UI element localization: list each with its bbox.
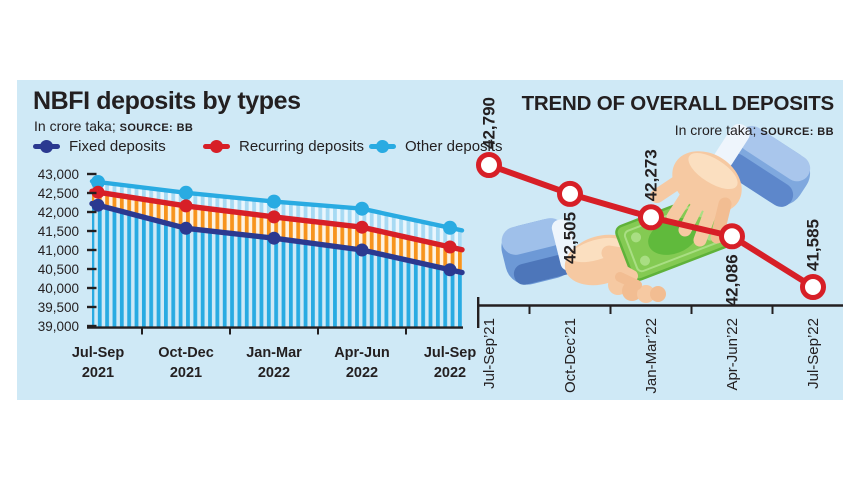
right-hand	[650, 151, 742, 247]
data-point-label: 41,585	[804, 219, 823, 271]
svg-text:Apr-Jun: Apr-Jun	[334, 345, 390, 361]
data-point-marker	[557, 180, 583, 207]
svg-text:39,000: 39,000	[38, 319, 79, 334]
legend-item-recurring-deposits: Recurring deposits	[203, 138, 364, 155]
legend-marker-fixed-icon	[33, 139, 60, 153]
svg-text:40,000: 40,000	[38, 281, 79, 296]
legend-item-other-deposits: Other deposits	[369, 138, 503, 155]
svg-text:41,500: 41,500	[38, 224, 79, 239]
hands-money-illustration	[501, 123, 811, 303]
svg-text:40,500: 40,500	[38, 262, 79, 277]
legend-label: Other deposits	[405, 138, 503, 155]
svg-text:Oct-Dec’21: Oct-Dec’21	[562, 318, 579, 393]
legend-label: Fixed deposits	[69, 138, 166, 155]
right-chart-title: TREND OF OVERALL DEPOSITS	[521, 92, 835, 115]
data-point-marker	[638, 204, 664, 231]
data-point-marker	[476, 152, 502, 178]
svg-text:2021: 2021	[170, 365, 202, 381]
svg-text:2022: 2022	[434, 365, 466, 381]
right-chart-source: SOURCE: BB	[760, 126, 834, 138]
left-chart-y-axis: 43,000 42,500 42,000 41,500 41,000 40,500 40,0…	[38, 167, 97, 334]
svg-text:Jul-Sep: Jul-Sep	[72, 345, 125, 361]
svg-text:2022: 2022	[258, 365, 290, 381]
left-chart-x-axis: Jul-Sep 2021 Oct-Dec 2021 Jan-Mar 2022 Apr-Jun…	[72, 345, 477, 381]
legend-item-fixed-deposits: Fixed deposits	[33, 138, 166, 155]
legend-marker-other-icon	[369, 139, 396, 153]
left-chart-source: SOURCE: BB	[119, 122, 194, 134]
data-point-label: 42,505	[561, 212, 580, 264]
data-point-label: 42,086	[723, 254, 742, 306]
left-chart-plot: 43,000 42,500 42,000 41,500 41,000 40,500 40,0…	[38, 167, 477, 381]
left-chart-unit: In crore taka;	[34, 118, 116, 134]
svg-text:43,000: 43,000	[38, 167, 79, 182]
svg-text:Jul-Sep: Jul-Sep	[424, 345, 477, 361]
svg-text:Jul-Sep’22: Jul-Sep’22	[805, 318, 822, 389]
svg-text:Oct-Dec: Oct-Dec	[158, 345, 214, 361]
svg-text:41,000: 41,000	[38, 243, 79, 258]
svg-text:42,500: 42,500	[38, 186, 79, 201]
svg-text:Jul-Sep’21: Jul-Sep’21	[481, 318, 498, 389]
legend-marker-recurring-icon	[203, 139, 230, 153]
svg-text:Apr-Jun’22: Apr-Jun’22	[724, 318, 741, 391]
legend-label: Recurring deposits	[239, 138, 365, 155]
svg-text:Jan-Mar’22: Jan-Mar’22	[643, 318, 660, 394]
data-point-label: 42,273	[642, 149, 661, 201]
infographic-panel: 43,000 42,500 42,000 41,500 41,000 40,500 40,0…	[17, 80, 843, 400]
data-point-marker	[719, 223, 745, 250]
right-chart-plot: 42,790 42,505 42,273 42,086 41,585 Jul-Sep’21…	[476, 97, 843, 394]
left-hand-sleeve	[501, 218, 579, 285]
left-chart-title: NBFI deposits by types	[33, 87, 301, 115]
left-chart-subtitle: In crore taka; SOURCE: BB	[34, 118, 193, 134]
svg-text:42,000: 42,000	[38, 205, 79, 220]
right-chart-unit: In crore taka;	[674, 122, 757, 138]
data-point-label: 42,790	[480, 97, 499, 149]
right-chart-subtitle: In crore taka; SOURCE: BB	[675, 122, 834, 138]
svg-text:2021: 2021	[82, 365, 114, 381]
charts-canvas: 43,000 42,500 42,000 41,500 41,000 40,500 40,0…	[38, 97, 843, 394]
data-point-marker	[800, 274, 826, 300]
right-hand-sleeve	[713, 123, 811, 207]
right-chart-x-axis: Jul-Sep’21 Oct-Dec’21 Jan-Mar’22 Apr-Jun’22…	[481, 318, 822, 394]
svg-text:39,500: 39,500	[38, 300, 79, 315]
svg-text:2022: 2022	[346, 365, 378, 381]
svg-text:Jan-Mar: Jan-Mar	[246, 345, 302, 361]
